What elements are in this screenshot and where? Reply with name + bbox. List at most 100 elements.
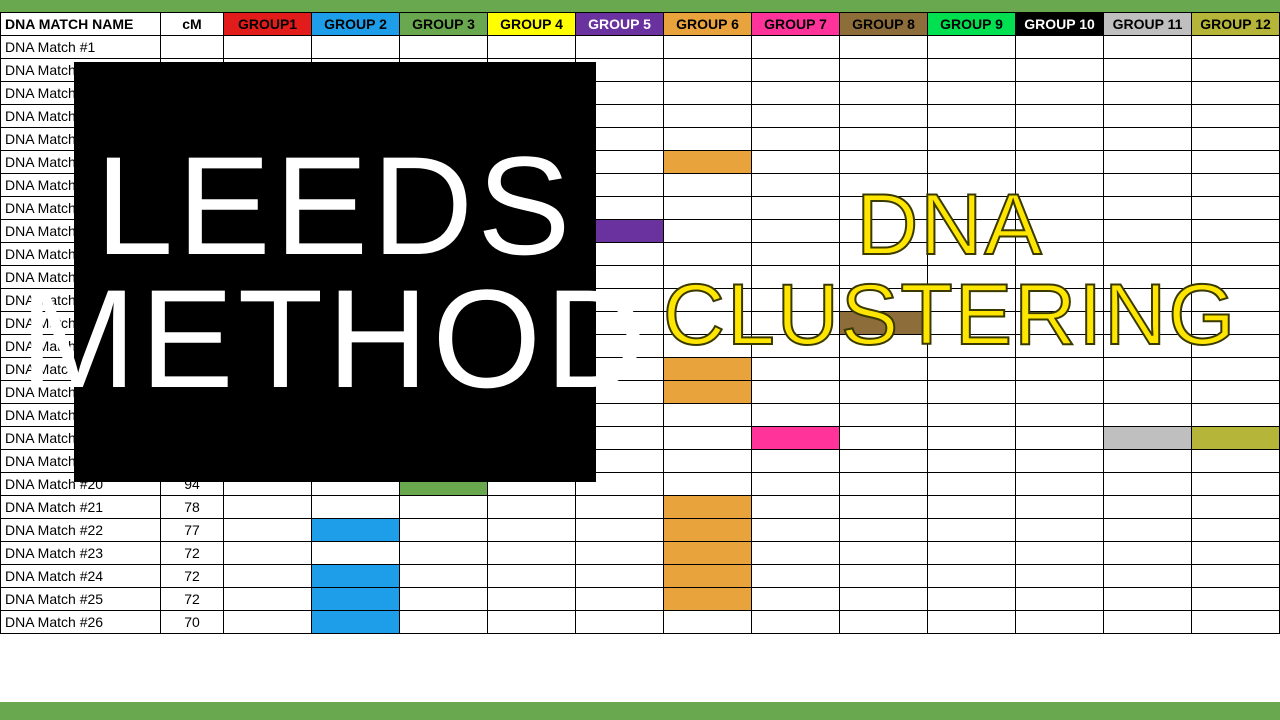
cell-group-9: [928, 519, 1016, 542]
header-group-8: GROUP 8: [840, 13, 928, 36]
cell-group-1: [224, 496, 312, 519]
match-name: DNA Match #21: [1, 496, 161, 519]
cell-group-10: [1016, 36, 1104, 59]
cell-group-11: [1104, 519, 1192, 542]
cell-group-12: [1192, 427, 1280, 450]
cell-group-11: [1104, 358, 1192, 381]
cell-group-8: [840, 381, 928, 404]
cell-group-6: [664, 243, 752, 266]
cell-group-11: [1104, 542, 1192, 565]
cell-group-7: [752, 174, 840, 197]
cell-group-4: [488, 588, 576, 611]
cell-group-6: [664, 381, 752, 404]
cell-group-6: [664, 427, 752, 450]
cell-group-7: [752, 473, 840, 496]
cell-group-1: [224, 36, 312, 59]
cell-group-11: [1104, 312, 1192, 335]
cell-group-5: [576, 496, 664, 519]
cell-group-7: [752, 427, 840, 450]
cell-group-12: [1192, 82, 1280, 105]
cell-group-9: [928, 128, 1016, 151]
cell-group-8: [840, 565, 928, 588]
cell-group-9: [928, 450, 1016, 473]
cell-group-7: [752, 404, 840, 427]
header-group-7: GROUP 7: [752, 13, 840, 36]
cell-group-10: [1016, 128, 1104, 151]
match-name: DNA Match #25: [1, 588, 161, 611]
cell-group-8: [840, 542, 928, 565]
cell-group-6: [664, 220, 752, 243]
cell-group-7: [752, 82, 840, 105]
cell-group-8: [840, 243, 928, 266]
cell-group-7: [752, 289, 840, 312]
cell-group-12: [1192, 36, 1280, 59]
cell-group-11: [1104, 243, 1192, 266]
title-line1: LEEDS: [95, 139, 574, 272]
cell-group-5: [576, 36, 664, 59]
header-group-3: GROUP 3: [400, 13, 488, 36]
cell-group-12: [1192, 289, 1280, 312]
cell-group-11: [1104, 588, 1192, 611]
cell-group-10: [1016, 358, 1104, 381]
cell-group-8: [840, 151, 928, 174]
cell-group-10: [1016, 82, 1104, 105]
table-row: DNA Match #2277: [1, 519, 1280, 542]
cell-group-12: [1192, 542, 1280, 565]
cell-group-6: [664, 496, 752, 519]
cell-group-10: [1016, 404, 1104, 427]
cell-group-12: [1192, 59, 1280, 82]
cell-group-12: [1192, 151, 1280, 174]
cell-group-12: [1192, 312, 1280, 335]
header-group-12: GROUP 12: [1192, 13, 1280, 36]
header-group-6: GROUP 6: [664, 13, 752, 36]
cell-group-6: [664, 611, 752, 634]
cell-group-12: [1192, 358, 1280, 381]
cell-group-11: [1104, 174, 1192, 197]
cell-group-7: [752, 381, 840, 404]
cell-group-8: [840, 105, 928, 128]
cell-group-10: [1016, 266, 1104, 289]
cell-group-8: [840, 404, 928, 427]
cell-group-12: [1192, 473, 1280, 496]
cell-group-9: [928, 611, 1016, 634]
cell-group-2: [312, 542, 400, 565]
cell-group-8: [840, 427, 928, 450]
title-overlay-black: LEEDS METHOD: [74, 62, 596, 482]
cell-group-5: [576, 565, 664, 588]
cell-group-12: [1192, 220, 1280, 243]
match-name: DNA Match #22: [1, 519, 161, 542]
cell-group-4: [488, 496, 576, 519]
cell-group-12: [1192, 197, 1280, 220]
title-line2: METHOD: [20, 272, 651, 405]
match-name: DNA Match #26: [1, 611, 161, 634]
table-row: DNA Match #2572: [1, 588, 1280, 611]
cell-group-9: [928, 588, 1016, 611]
cell-group-8: [840, 450, 928, 473]
cell-group-8: [840, 220, 928, 243]
cell-group-1: [224, 588, 312, 611]
cell-group-8: [840, 289, 928, 312]
cell-group-11: [1104, 105, 1192, 128]
cell-group-6: [664, 174, 752, 197]
cell-group-1: [224, 565, 312, 588]
cell-group-11: [1104, 36, 1192, 59]
cell-group-12: [1192, 496, 1280, 519]
cell-group-8: [840, 59, 928, 82]
cell-group-7: [752, 128, 840, 151]
cell-group-3: [400, 496, 488, 519]
cell-group-10: [1016, 174, 1104, 197]
cell-group-10: [1016, 496, 1104, 519]
cell-group-7: [752, 519, 840, 542]
cell-group-6: [664, 450, 752, 473]
cell-group-7: [752, 312, 840, 335]
cell-group-8: [840, 197, 928, 220]
cell-group-12: [1192, 611, 1280, 634]
cell-group-2: [312, 565, 400, 588]
cell-group-11: [1104, 197, 1192, 220]
cell-group-8: [840, 358, 928, 381]
cell-group-11: [1104, 335, 1192, 358]
cell-group-7: [752, 151, 840, 174]
cell-group-10: [1016, 243, 1104, 266]
cell-group-9: [928, 358, 1016, 381]
cell-group-6: [664, 473, 752, 496]
